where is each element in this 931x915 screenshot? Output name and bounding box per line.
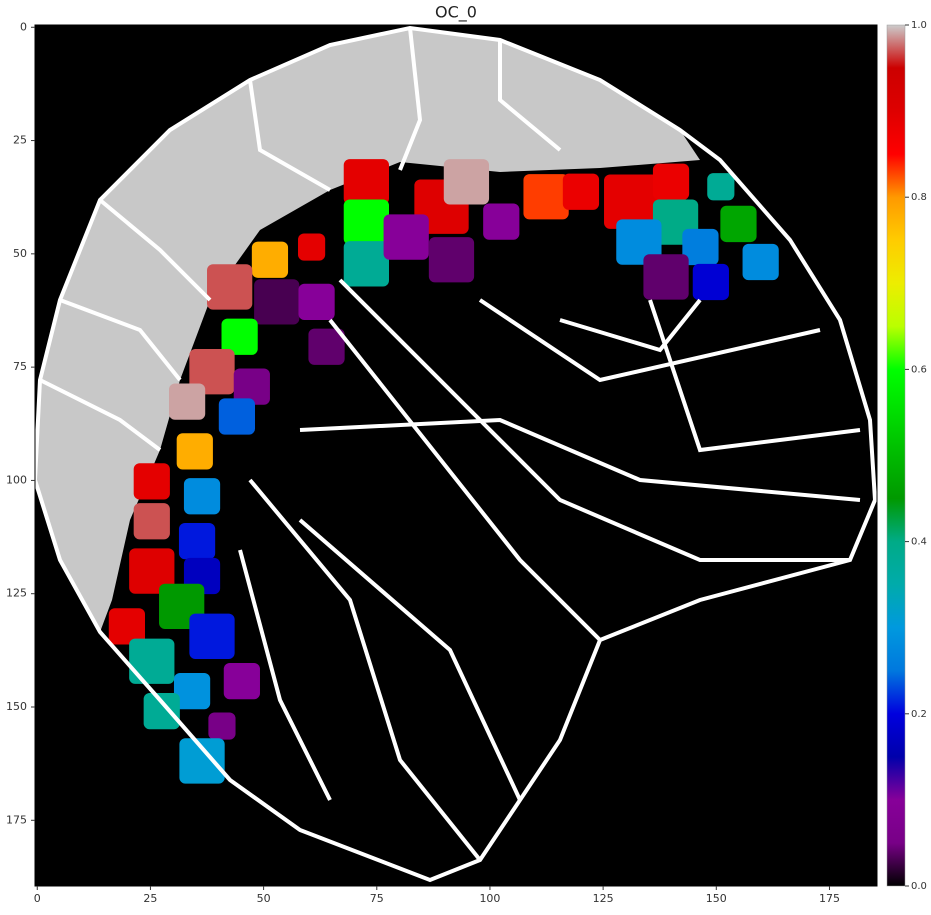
region-patch [652,163,690,200]
x-tick-label: 25 [143,892,157,905]
region-patch [742,243,779,281]
colorbar-tick-label: 0.0 [911,881,927,892]
region-patch [223,663,260,700]
colorbar-tick-label: 0.6 [911,364,927,375]
colorbar-tick-label: 0.2 [911,709,927,720]
colorbar-tick-label: 1.0 [911,20,927,31]
colorbar [886,24,906,887]
region-patch [682,228,719,266]
y-tick-label: 25 [13,134,27,147]
region-patch [692,263,729,301]
x-tick-label: 0 [34,892,41,905]
y-tick-label: 175 [6,813,27,826]
region-patch [129,548,175,594]
x-tick-label: 75 [370,892,384,905]
region-patch [254,279,300,325]
region-patch [176,433,213,470]
brain [35,25,877,883]
region-patch [707,173,735,201]
colorbar-tick-label: 0.8 [911,192,927,203]
y-tick-label: 150 [6,700,27,713]
region-patch [428,237,475,283]
region-patch [143,692,180,730]
region-patch [208,712,236,740]
region-patch [483,203,520,240]
x-tick-label: 150 [706,892,727,905]
region-patch [218,398,256,435]
region-patch [343,199,390,245]
chart-title: OC_0 [435,3,477,23]
colorbar-tick-label: 0.4 [911,537,927,548]
region-patch [189,349,235,395]
region-patch [251,241,289,278]
region-patch [720,205,757,243]
region-patch [133,503,170,540]
region-patch [604,174,659,229]
y-tick-label: 100 [6,473,27,486]
y-tick-label: 0 [20,20,27,33]
y-tick-label: 75 [13,360,27,373]
region-patch [173,673,211,710]
region-patch [298,233,326,261]
x-tick-label: 175 [819,892,840,905]
region-patch [383,214,429,260]
region-patch [308,328,345,365]
cortex-gray [35,28,700,632]
region-outlines [35,25,877,883]
y-tick-label: 50 [13,247,27,260]
region-patch [298,283,335,321]
region-patch [616,219,662,265]
region-patch [179,738,225,784]
region-patch [108,608,146,645]
plot-frame [34,24,878,887]
region-patch [183,478,221,515]
region-patch [562,173,600,210]
region-patch [443,159,490,205]
region-patch [189,613,235,659]
x-tick-label: 50 [257,892,271,905]
region-patch [523,174,569,220]
region-patch [168,383,206,420]
region-patch [133,463,170,500]
y-tick-label: 125 [6,587,27,600]
region-patch [207,264,253,310]
region-patch [343,159,390,205]
region-patch [343,241,390,287]
x-tick-label: 125 [593,892,614,905]
region-patch [221,318,258,355]
region-patch [643,254,689,300]
region-patch [129,638,175,684]
region-patch [178,523,216,560]
region-patch [233,368,270,405]
x-tick-label: 100 [479,892,500,905]
